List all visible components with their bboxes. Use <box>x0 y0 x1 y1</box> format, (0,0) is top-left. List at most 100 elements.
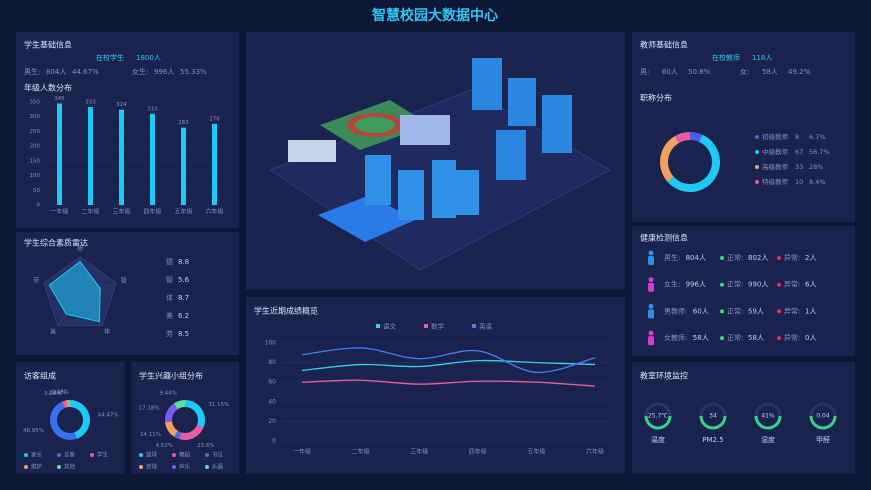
legend-dot <box>172 465 176 469</box>
donut-segment <box>173 430 182 440</box>
donut-segment <box>690 132 703 142</box>
y-tick-label: 350 <box>30 100 41 106</box>
gauge-value: 0.04 <box>816 413 830 420</box>
radar-label: 美 <box>50 328 56 336</box>
panel-title: 学生基础信息 <box>24 40 72 50</box>
legend-value: 5.6 <box>178 276 190 284</box>
donut-segment <box>674 132 690 144</box>
legend-percent: 6.7% <box>809 133 826 141</box>
abnormal-value: 6人 <box>805 281 816 289</box>
legend-name: 维护 <box>31 463 43 471</box>
status-dot <box>720 309 724 314</box>
gauge-arc <box>699 415 727 430</box>
x-tick-label: 三年级 <box>112 208 130 216</box>
legend-value: 8.8 <box>178 258 189 266</box>
legend-dot <box>755 165 759 169</box>
donut-segment <box>660 136 679 182</box>
value-label: 324 <box>116 102 127 108</box>
x-tick-label: 二年级 <box>352 448 370 456</box>
value-label: 9.44% <box>159 391 176 397</box>
x-tick-label: 六年级 <box>586 448 604 456</box>
legend-dot <box>172 453 176 457</box>
radar-label: 劳 <box>33 276 39 284</box>
value-label: 345 <box>54 96 65 102</box>
person-icon <box>648 303 654 309</box>
legend-name: 声乐 <box>179 463 191 471</box>
gauge-arc <box>754 415 782 430</box>
value-label: 4.52% <box>156 443 173 449</box>
abnormal-label: 异常: <box>784 306 800 315</box>
person-icon <box>648 282 654 292</box>
donut-segment <box>667 134 720 192</box>
legend-swatch <box>472 324 476 328</box>
total-value: 118人 <box>752 54 772 62</box>
value-label: 23.6% <box>197 443 214 449</box>
value-label: 310 <box>147 106 158 112</box>
panel-title: 访客组成 <box>24 371 56 381</box>
status-dot <box>777 336 781 341</box>
status-dot <box>777 256 781 260</box>
info-label: 男生: <box>24 67 40 76</box>
donut-segment <box>179 424 204 440</box>
gauge-label: 湿度 <box>761 435 775 444</box>
y-tick-label: 200 <box>30 144 41 150</box>
legend-percent: 8.4% <box>809 178 826 186</box>
legend-dot <box>755 180 759 184</box>
legend-name: 中级教师 <box>762 147 789 156</box>
value-label: 14.11% <box>140 432 161 438</box>
gauge-arc <box>644 415 672 430</box>
info-label: 女生: <box>132 67 148 76</box>
panel-title: 职称分布 <box>640 93 672 103</box>
legend-name: 特级教师 <box>762 177 789 186</box>
normal-label: 正常: <box>727 253 743 262</box>
legend-dot <box>57 453 61 457</box>
x-tick-label: 四年级 <box>143 208 161 216</box>
bar <box>119 109 124 205</box>
info-count: 804人 <box>46 68 66 76</box>
y-tick-label: 20 <box>268 418 276 425</box>
legend-name: 智 <box>166 275 173 284</box>
legend-dot <box>24 453 28 457</box>
gauge-value: 34 <box>709 413 717 420</box>
x-tick-label: 一年级 <box>50 208 68 216</box>
x-tick-label: 五年级 <box>527 448 545 456</box>
legend-name: 足球 <box>146 463 158 471</box>
legend-value: 8.5 <box>178 330 189 338</box>
bar <box>57 103 62 205</box>
line-series <box>301 359 596 372</box>
info-count: 996人 <box>154 68 174 76</box>
gauge-label: 甲醛 <box>816 435 830 444</box>
info-percent: 50.8% <box>688 68 711 76</box>
person-icon <box>648 277 654 283</box>
legend-dot <box>755 150 759 154</box>
total-label: 在校学生 <box>96 53 124 62</box>
x-tick-label: 六年级 <box>205 208 223 216</box>
donut-segment <box>173 400 185 410</box>
legend-name: 劳 <box>166 329 173 338</box>
legend-value: 6.2 <box>178 312 189 320</box>
panel-title: 教师基础信息 <box>640 40 688 50</box>
legend-name: 语文 <box>383 322 397 331</box>
legend-name: 家长 <box>31 451 43 459</box>
value-label: 276 <box>209 116 220 122</box>
normal-value: 59人 <box>748 307 764 315</box>
y-tick-label: 0 <box>37 203 41 209</box>
donut-segment <box>49 401 77 441</box>
legend-name: 篮球 <box>146 451 158 459</box>
value-label: 1.16% <box>51 390 68 396</box>
panel-title: 教室环境监控 <box>640 371 688 381</box>
y-tick-label: 80 <box>268 359 276 366</box>
x-tick-label: 四年级 <box>469 448 487 456</box>
legend-percent: 28% <box>809 163 823 171</box>
y-tick-label: 300 <box>30 114 41 120</box>
legend-count: 67 <box>795 148 803 156</box>
normal-label: 正常: <box>727 333 743 342</box>
legend-swatch <box>376 324 380 328</box>
x-tick-label: 二年级 <box>81 208 99 216</box>
normal-label: 正常: <box>727 306 743 315</box>
donut-segment <box>165 403 178 423</box>
legend-dot <box>139 465 143 469</box>
person-icon <box>648 256 654 265</box>
health-total: 60人 <box>693 307 709 315</box>
radar-label: 德 <box>77 245 83 253</box>
